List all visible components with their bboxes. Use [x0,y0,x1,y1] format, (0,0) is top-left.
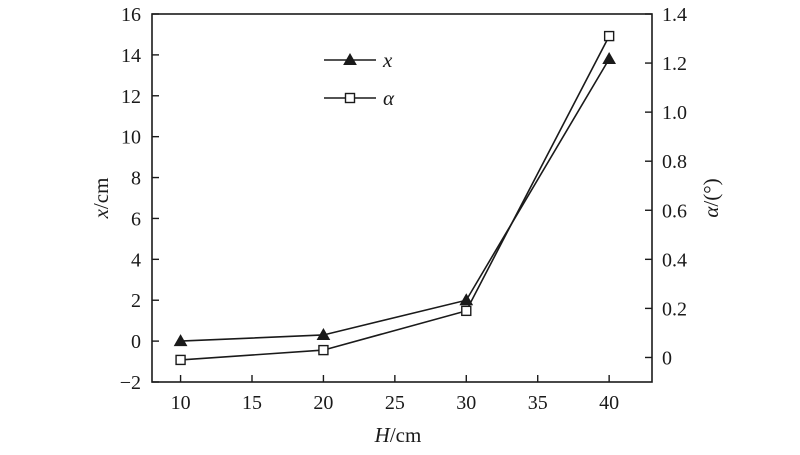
data-point-x [316,327,331,340]
right-y-tick-label: 0.6 [662,200,687,222]
x-axis-ticks: 10 15 20 25 30 35 40 [171,375,619,414]
right-y-tick-label: 0 [662,347,672,369]
x-tick-label: 30 [456,392,476,414]
legend-label-alpha: α [383,86,395,110]
x-tick-label: 15 [242,392,262,414]
left-y-tick-label: 16 [121,4,141,26]
x-tick-label: 40 [599,392,619,414]
right-y-axis-ticks: 0 0.2 0.4 0.6 0.8 1.0 1.2 1.4 [645,4,687,369]
left-y-tick-label: 0 [131,331,141,353]
x-tick-label: 25 [385,392,405,414]
x-tick-label: 35 [528,392,548,414]
data-point-x [173,334,188,347]
data-point-alpha [603,30,615,42]
data-point-alpha [318,344,329,356]
legend-marker-x [343,52,357,65]
left-y-tick-label: 4 [131,249,141,271]
right-y-tick-label: 0.4 [662,249,687,271]
left-y-tick-label: 8 [131,168,141,190]
right-y-tick-label: 0.2 [662,298,687,320]
right-y-tick-label: 1.2 [662,53,687,75]
legend: xα [324,48,395,110]
data-point-x [459,293,474,306]
left-y-tick-label: 12 [121,86,141,108]
data-point-alpha [461,305,472,317]
legend-label-x: x [382,48,393,72]
left-y-tick-label: 6 [131,208,141,230]
left-y-tick-label: 2 [131,290,141,312]
left-y-tick-label: 10 [121,127,141,149]
left-y-tick-label: 14 [121,45,141,67]
left-y-axis-label: x/cm [89,178,113,220]
series-line-x [180,58,610,342]
series-layer [173,30,617,366]
plot-frame [151,13,653,383]
x-axis-label: H/cm [374,423,422,447]
x-tick-label: 20 [313,392,333,414]
right-y-tick-label: 1.4 [662,4,687,26]
data-point-x [602,51,617,64]
data-point-alpha [175,354,186,366]
x-tick-label: 10 [171,392,191,414]
plot-border [151,13,653,383]
right-y-tick-label: 1.0 [662,102,687,124]
left-y-axis-ticks: −2 0 2 4 6 8 10 12 14 16 [120,4,159,394]
legend-marker-alpha [344,92,356,104]
right-y-tick-label: 0.8 [662,151,687,173]
left-y-tick-label: −2 [120,372,141,394]
right-y-axis-label: α/(°) [699,178,723,217]
series-line-alpha [180,35,610,361]
